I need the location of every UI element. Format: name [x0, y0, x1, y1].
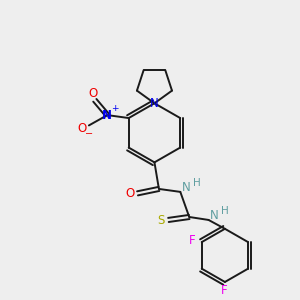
Text: O: O — [126, 188, 135, 200]
Text: H: H — [193, 178, 200, 188]
Text: O: O — [78, 122, 87, 135]
Text: N: N — [149, 97, 158, 110]
Text: N: N — [182, 181, 190, 194]
Text: F: F — [189, 234, 195, 247]
Text: N: N — [210, 209, 219, 222]
Text: O: O — [89, 87, 98, 100]
Text: S: S — [158, 214, 165, 227]
Text: N: N — [102, 109, 112, 122]
Text: H: H — [221, 206, 229, 216]
Text: +: + — [111, 104, 118, 113]
Text: F: F — [221, 284, 228, 297]
Text: −: − — [85, 129, 93, 139]
